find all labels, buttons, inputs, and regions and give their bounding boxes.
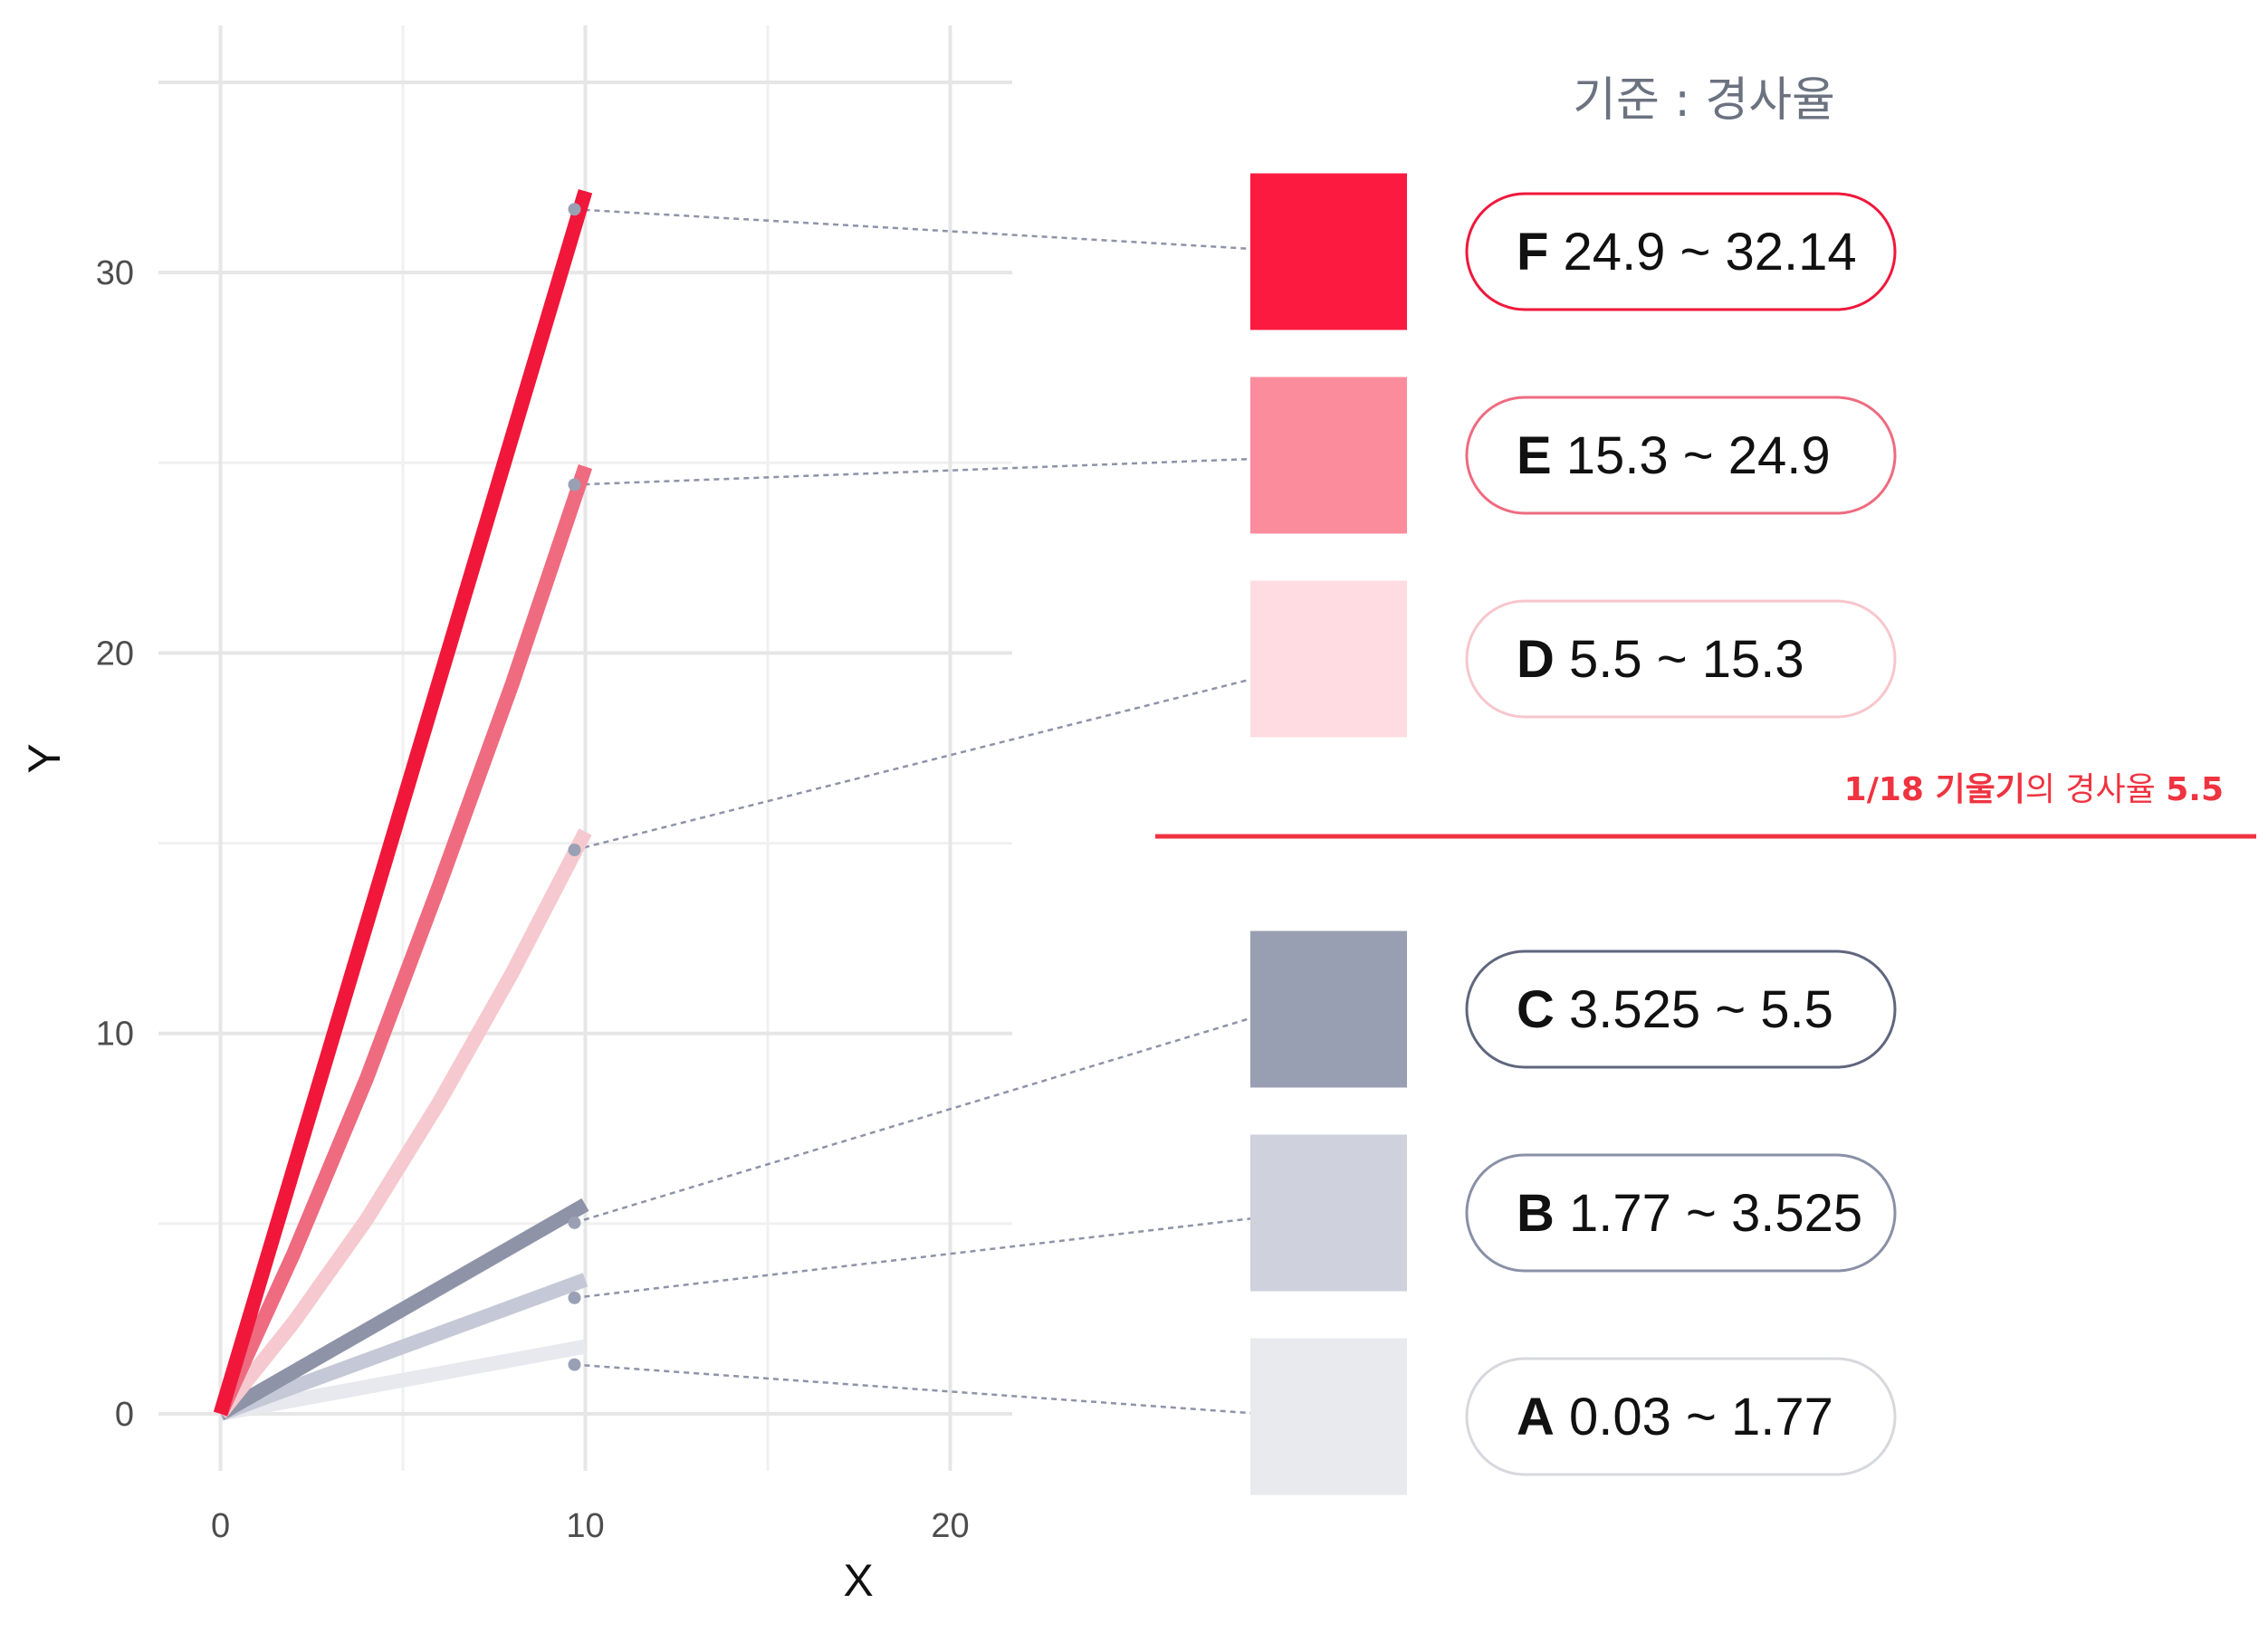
legend-range: 15.3 ~ 24.9 bbox=[1552, 426, 1831, 485]
y-tick-label: 0 bbox=[115, 1396, 134, 1434]
legend-letter: A bbox=[1517, 1388, 1555, 1446]
legend-label-b: B 1.77 ~ 3.525 bbox=[1517, 1184, 1862, 1243]
legend-pill-d bbox=[1465, 599, 1897, 719]
connector-e bbox=[574, 455, 1300, 486]
legend: F 24.9 ~ 32.14 E 15.3 ~ 24.9 D 5.5 ~ 15.3 C… bbox=[1250, 173, 1897, 1495]
x-axis-title: X bbox=[843, 1555, 873, 1606]
legend-swatch-b bbox=[1250, 1134, 1407, 1292]
threshold-label-part1: 1/18 기울기 bbox=[1844, 771, 2025, 808]
tick-labels: 0 10 20 0 10 20 30 bbox=[96, 254, 970, 1545]
y-axis-title: Y bbox=[19, 743, 70, 773]
endpoint-dot-e bbox=[568, 478, 581, 492]
threshold-label-part2: 의 경사율 bbox=[2025, 771, 2166, 808]
endpoint-dot-a bbox=[568, 1358, 581, 1371]
y-tick-label: 10 bbox=[96, 1016, 134, 1054]
series-endpoints bbox=[568, 203, 1306, 1423]
legend-swatch-e bbox=[1250, 377, 1407, 534]
series-line-b bbox=[217, 1273, 589, 1421]
threshold-label-value: 5.5 bbox=[2166, 771, 2224, 808]
legend-label-f: F 24.9 ~ 32.14 bbox=[1517, 223, 1857, 282]
x-tick-label: 10 bbox=[566, 1507, 604, 1545]
series-line-f bbox=[213, 188, 593, 1417]
legend-range: 1.77 ~ 3.525 bbox=[1555, 1184, 1862, 1243]
connector-f bbox=[574, 207, 1300, 253]
y-tick-label: 20 bbox=[96, 635, 134, 673]
series-line-a bbox=[219, 1339, 587, 1421]
threshold-label: 1/18 기울기의 경사율 5.5 bbox=[1844, 771, 2224, 808]
legend-swatch-d bbox=[1250, 580, 1407, 738]
x-tick-label: 0 bbox=[211, 1507, 230, 1545]
y-tick-label: 30 bbox=[96, 254, 134, 292]
legend-range: 24.9 ~ 32.14 bbox=[1548, 223, 1856, 282]
legend-letter: C bbox=[1517, 980, 1555, 1039]
series-line-c bbox=[216, 1198, 589, 1420]
connector-a bbox=[574, 1363, 1300, 1418]
legend-letter: B bbox=[1517, 1184, 1555, 1243]
legend-letter: D bbox=[1517, 630, 1555, 689]
legend-pill-e bbox=[1465, 396, 1897, 515]
legend-range: 0.03 ~ 1.77 bbox=[1555, 1388, 1833, 1446]
legend-range: 5.5 ~ 15.3 bbox=[1555, 630, 1804, 689]
series-lines bbox=[213, 188, 593, 1421]
legend-range: 3.525 ~ 5.5 bbox=[1555, 980, 1833, 1039]
legend-pill-c bbox=[1465, 950, 1897, 1069]
connector-d bbox=[574, 665, 1300, 852]
endpoint-dot-f bbox=[568, 203, 581, 216]
legend-swatch-f bbox=[1250, 173, 1407, 330]
legend-pill-b bbox=[1465, 1153, 1897, 1273]
connector-b bbox=[574, 1211, 1300, 1300]
legend-label-a: A 0.03 ~ 1.77 bbox=[1517, 1388, 1833, 1446]
legend-swatch-a bbox=[1250, 1338, 1407, 1495]
grid bbox=[158, 25, 1012, 1471]
legend-label-d: D 5.5 ~ 15.3 bbox=[1517, 630, 1804, 689]
endpoint-dot-d bbox=[568, 843, 581, 856]
legend-pill-a bbox=[1465, 1357, 1897, 1476]
legend-connectors bbox=[574, 207, 1300, 1418]
legend-letter: E bbox=[1517, 426, 1552, 485]
connector-c bbox=[574, 1016, 1251, 1225]
threshold-divider: 1/18 기울기의 경사율 5.5 bbox=[1155, 771, 2256, 839]
endpoint-dot-b bbox=[568, 1291, 581, 1304]
legend-label-e: E 15.3 ~ 24.9 bbox=[1517, 426, 1831, 485]
legend-label-c: C 3.525 ~ 5.5 bbox=[1517, 980, 1833, 1039]
endpoint-dot-c bbox=[568, 1216, 581, 1229]
series-line-d bbox=[215, 828, 592, 1418]
legend-title: 기준 : 경사율 bbox=[1573, 73, 1835, 128]
legend-pill-f bbox=[1465, 192, 1897, 311]
x-tick-label: 20 bbox=[931, 1507, 969, 1545]
series-line-e bbox=[214, 463, 593, 1417]
legend-swatch-c bbox=[1250, 931, 1407, 1088]
legend-letter: F bbox=[1517, 223, 1548, 282]
